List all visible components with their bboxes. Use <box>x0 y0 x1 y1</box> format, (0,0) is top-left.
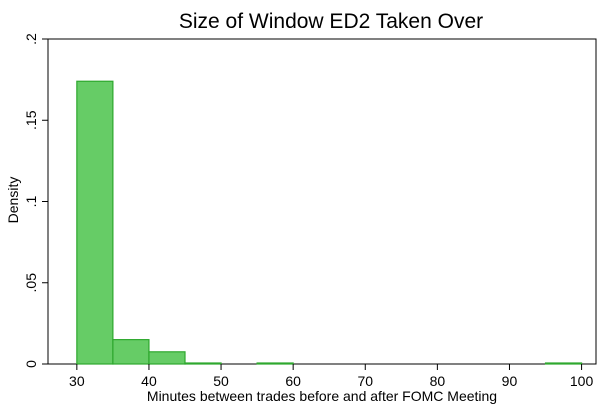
x-tick-label: 80 <box>430 373 446 389</box>
x-tick-label: 30 <box>69 373 85 389</box>
y-tick-label: .05 <box>23 273 39 293</box>
y-axis: 0 .05 .1 .15 .2 <box>23 33 48 368</box>
x-tick-label: 70 <box>357 373 373 389</box>
y-axis-label: Density <box>5 177 21 224</box>
histogram-bar <box>112 339 150 365</box>
x-tick-label: 100 <box>570 373 594 389</box>
histogram-bar <box>148 351 186 365</box>
y-tick-label: .2 <box>23 33 39 45</box>
histogram-bar <box>76 80 114 365</box>
histogram-bar <box>544 362 583 365</box>
y-tick-label: .1 <box>23 195 39 207</box>
x-tick-label: 40 <box>141 373 157 389</box>
y-tick-label: .15 <box>23 110 39 130</box>
histogram-bar <box>256 362 294 365</box>
y-tick-label: 0 <box>23 360 39 368</box>
x-tick-label: 90 <box>502 373 518 389</box>
bars-group <box>76 80 583 365</box>
x-axis-label: Minutes between trades before and after … <box>147 388 497 404</box>
chart-title: Size of Window ED2 Taken Over <box>179 10 483 33</box>
x-tick-label: 50 <box>213 373 229 389</box>
x-tick-label: 60 <box>285 373 301 389</box>
histogram-bar <box>184 362 222 365</box>
x-axis: 30 40 50 60 70 80 90 100 <box>69 364 593 389</box>
